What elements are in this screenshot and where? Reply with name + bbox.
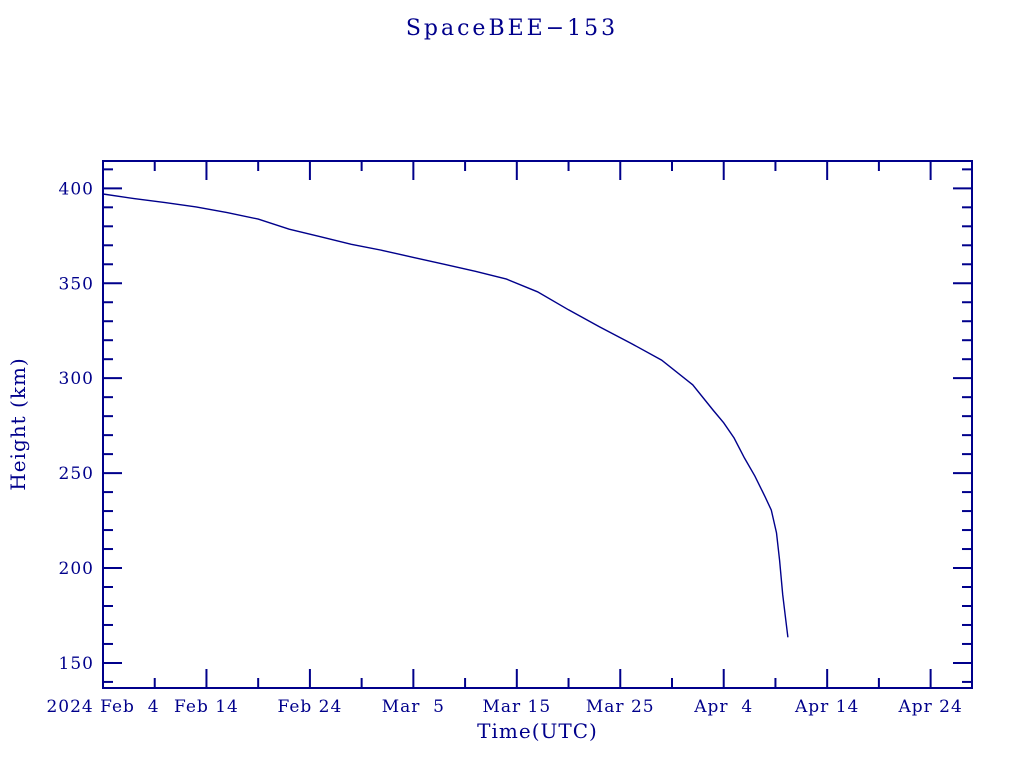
y-axis-title: Height (km) (6, 357, 30, 491)
x-tick-label: Apr 4 (693, 697, 753, 717)
x-tick-label: Feb 14 (174, 697, 239, 717)
chart-title: SpaceBEE−153 (405, 16, 619, 41)
x-tick-label: 2024 Feb 4 (46, 697, 159, 717)
x-tick-label: Feb 24 (277, 697, 342, 717)
y-tick-label: 350 (59, 274, 94, 294)
y-tick-label: 150 (59, 654, 94, 674)
y-tick-label: 250 (59, 464, 94, 484)
x-axis-title: Time(UTC) (477, 719, 598, 743)
x-tick-label: Apr 24 (897, 697, 962, 717)
x-tick-label: Mar 5 (382, 697, 445, 717)
x-tick-label: Apr 14 (794, 697, 859, 717)
x-tick-label: Mar 15 (482, 697, 551, 717)
y-tick-label: 300 (59, 369, 94, 389)
y-tick-label: 200 (59, 559, 94, 579)
plot-frame (102, 160, 973, 689)
height-decay-curve (102, 193, 789, 638)
y-tick-label: 400 (59, 179, 94, 199)
x-tick-label: Mar 25 (586, 697, 655, 717)
